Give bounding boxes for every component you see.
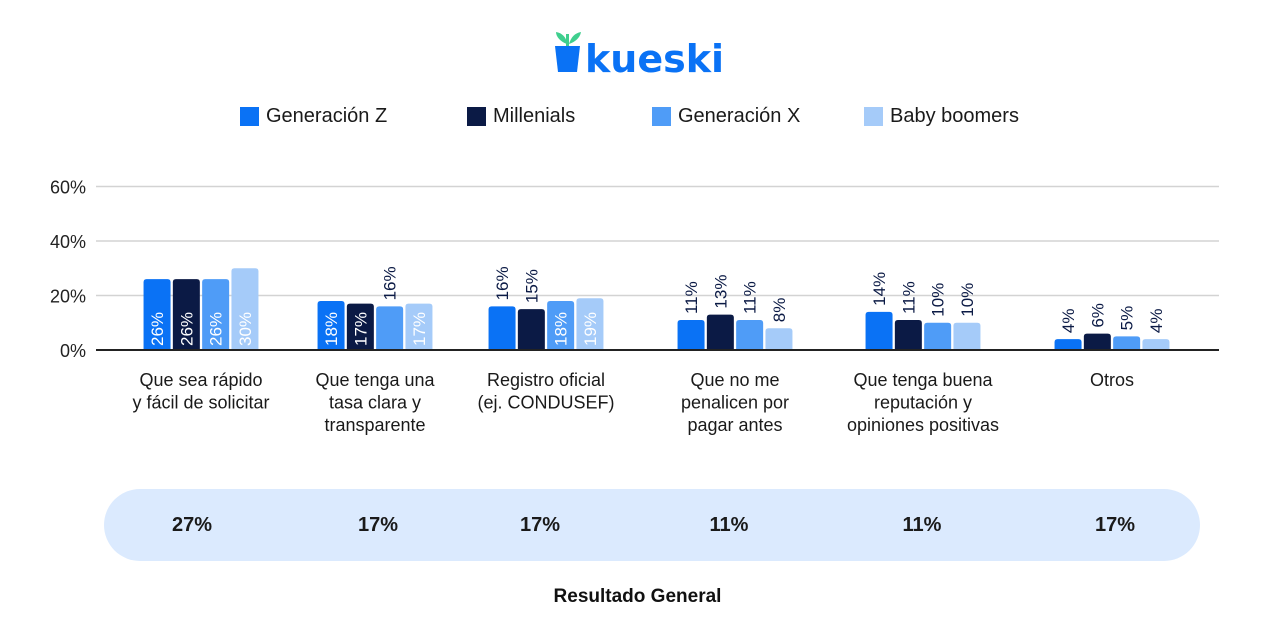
data-label: 13% (711, 275, 730, 309)
category-label: Otros (1090, 370, 1134, 390)
category-label: pagar antes (687, 415, 782, 435)
category-label: transparente (324, 415, 425, 435)
bar (1054, 339, 1082, 350)
data-label: 14% (870, 272, 889, 306)
bar (231, 268, 259, 350)
legend-label: Millenials (493, 104, 576, 127)
category-label: penalicen por (681, 393, 789, 413)
bar (677, 320, 705, 350)
bar (576, 298, 604, 350)
kueski-logo: kueski (553, 30, 724, 81)
data-label: 5% (1118, 306, 1137, 331)
data-label: 10% (958, 283, 977, 317)
bar-chart: 0% 20% 40% 60% 26% 26% 26% 30% Que sea rápido y f… (50, 178, 1219, 435)
data-label: 30% (236, 312, 255, 346)
category-label: (ej. CONDUSEF) (477, 393, 614, 413)
data-label: 11% (682, 281, 701, 314)
data-label: 17% (410, 312, 429, 346)
bar (865, 311, 893, 350)
data-label: 18% (322, 312, 341, 346)
data-label: 16% (381, 266, 400, 300)
bar (1142, 339, 1170, 350)
data-label: 4% (1059, 309, 1078, 334)
category-label: Registro oficial (487, 370, 605, 390)
bar (405, 303, 433, 350)
y-tick-label: 0% (60, 341, 86, 361)
bar (1083, 333, 1111, 350)
bar (488, 306, 516, 350)
bar (953, 322, 981, 350)
data-label: 18% (552, 312, 571, 346)
summary-value: 11% (902, 514, 942, 536)
kueski-wordmark: kueski (585, 37, 723, 76)
legend-swatch (467, 106, 486, 126)
data-label: 26% (207, 312, 226, 346)
category-label: Que tenga buena (853, 370, 993, 390)
bar (894, 320, 922, 350)
category-label: Que tenga una (315, 370, 435, 390)
y-tick-label: 60% (50, 178, 86, 198)
bar (765, 328, 793, 350)
bar (517, 309, 545, 350)
data-label: 26% (177, 312, 196, 346)
data-label: 26% (148, 312, 167, 346)
data-label: 8% (770, 298, 789, 323)
bar (317, 300, 345, 350)
bar (172, 279, 200, 350)
data-label: 10% (929, 283, 948, 317)
summary-value: 17% (519, 514, 561, 536)
data-label: 19% (581, 312, 600, 346)
legend-label: Generación Z (266, 104, 388, 127)
bar (376, 306, 404, 350)
category-label: opiniones positivas (847, 415, 999, 435)
bar (346, 303, 374, 350)
summary-value: 17% (1094, 514, 1136, 536)
bar (736, 320, 764, 350)
category-label: y fácil de solicitar (132, 393, 269, 413)
data-label: 16% (493, 266, 512, 300)
legend-item: Generación Z (240, 102, 387, 130)
bar (1113, 336, 1141, 350)
data-label: 11% (899, 281, 918, 314)
data-label: 11% (741, 281, 760, 314)
legend-item: Generación X (652, 102, 800, 130)
category-label: Que sea rápido (139, 370, 262, 390)
bar (202, 279, 230, 350)
data-label: 4% (1147, 309, 1166, 334)
data-label: 17% (351, 312, 370, 346)
chart-legend: Generación Z Millenials Generación X Baby b… (0, 102, 1275, 130)
bar (547, 300, 575, 350)
y-tick-label: 20% (50, 287, 86, 307)
summary-value: 27% (171, 514, 213, 536)
summary-title: Resultado General (553, 586, 722, 607)
category-label: Que no me (690, 370, 779, 390)
legend-item: Baby boomers (864, 102, 1019, 130)
summary-value: 17% (357, 514, 399, 536)
legend-swatch (864, 106, 883, 126)
legend-label: Baby boomers (890, 104, 1019, 127)
data-label: 6% (1088, 303, 1107, 328)
data-label: 15% (522, 269, 541, 303)
summary-band: 27% 17% 17% 11% 11% 17% (104, 489, 1200, 561)
category-label: tasa clara y (329, 393, 421, 413)
summary-value: 11% (709, 514, 749, 536)
legend-swatch (652, 106, 671, 126)
legend-item: Millenials (467, 102, 575, 130)
legend-label: Generación X (678, 104, 801, 127)
bar (143, 279, 171, 350)
bar (924, 322, 952, 350)
kueski-logo-graphic: kueski (555, 32, 724, 81)
bar (706, 314, 734, 350)
y-tick-label: 40% (50, 232, 86, 252)
category-label: reputación y (874, 393, 972, 413)
legend-swatch (240, 106, 259, 126)
